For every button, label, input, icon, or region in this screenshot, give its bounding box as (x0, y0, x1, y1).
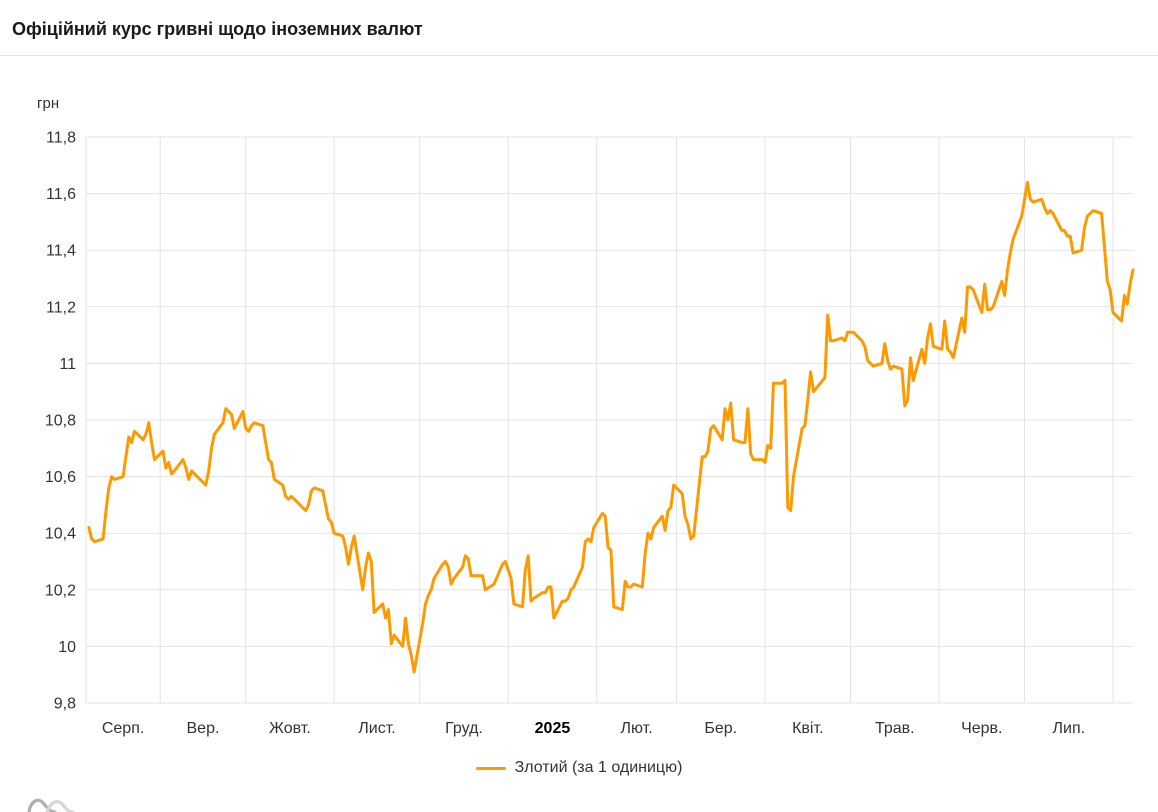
x-tick-label: Груд. (445, 720, 483, 737)
x-tick-label: Лют. (621, 720, 653, 737)
x-tick-label: Серп. (102, 720, 144, 737)
y-tick-label: 10,6 (45, 469, 76, 486)
x-tick-label: Лип. (1053, 720, 1086, 737)
page-title: Офіційний курс гривні щодо іноземних вал… (12, 19, 423, 39)
y-tick-label: 11,2 (46, 299, 76, 316)
page-header: Офіційний курс гривні щодо іноземних вал… (0, 0, 1158, 56)
y-tick-label: 11 (59, 356, 76, 373)
x-tick-label: Трав. (875, 720, 915, 737)
y-tick-label: 11,4 (46, 243, 76, 260)
x-tick-label: Лист. (358, 720, 395, 737)
y-tick-label: 11,8 (46, 130, 76, 147)
x-tick-label: 2025 (535, 720, 571, 737)
y-tick-label: 10,4 (45, 526, 76, 543)
chart-plot-area[interactable]: 11,8 11,6 11,4 11,2 11 10,8 10,6 10,4 10,2 10 9,8 С… (0, 56, 1158, 812)
x-tick-label: Бер. (704, 720, 737, 737)
legend-item-zloty[interactable]: Злотий (за 1 одиницю) (475, 759, 683, 777)
y-tick-label: 11,6 (46, 186, 76, 203)
y-tick-label: 9,8 (54, 696, 76, 713)
series-line-zloty[interactable] (87, 180, 1135, 674)
y-tick-label: 10 (58, 639, 76, 656)
chart-legend: Злотий (за 1 одиницю) (0, 759, 1158, 777)
y-axis-unit-label: грн (37, 95, 60, 112)
legend-line-swatch-icon (475, 766, 506, 770)
x-tick-label: Квіт. (792, 720, 823, 737)
x-tick-label: Черв. (961, 720, 1002, 737)
watermark-logo-icon[interactable] (26, 793, 96, 812)
x-tick-label: Вер. (187, 720, 220, 737)
legend-item-label: Злотий (за 1 одиницю) (514, 759, 683, 776)
y-tick-label: 10,2 (45, 582, 76, 599)
y-tick-label: 10,8 (45, 413, 76, 430)
x-tick-label: Жовт. (269, 720, 311, 737)
